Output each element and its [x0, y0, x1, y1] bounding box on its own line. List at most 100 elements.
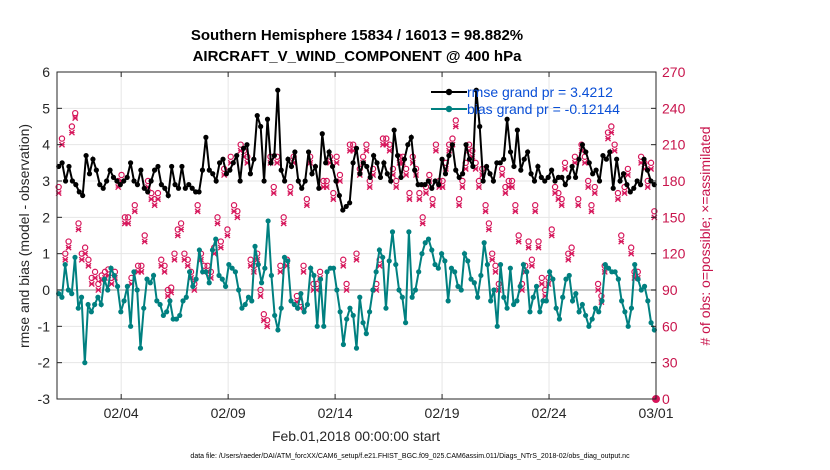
rmse-point	[460, 171, 466, 177]
obs-assimilated-marker	[432, 147, 439, 154]
obs-assimilated-marker	[340, 262, 347, 269]
rmse-point	[620, 171, 627, 177]
rmse-point	[610, 185, 616, 191]
bias-series	[56, 218, 657, 366]
bias-point	[537, 309, 543, 315]
bias-point	[504, 305, 510, 311]
rmse-point	[398, 174, 404, 180]
obs-possible-marker	[91, 268, 99, 276]
rmse-point	[100, 185, 106, 191]
obs-possible-marker	[535, 238, 542, 245]
obs-possible-marker	[568, 244, 575, 251]
obs-possible-marker	[158, 256, 165, 263]
bias-point	[144, 276, 150, 282]
bias-point	[641, 283, 648, 289]
obs-assimilated-marker	[234, 214, 241, 221]
rmse-point	[145, 189, 151, 195]
rmse-point	[114, 178, 120, 184]
y-right-tick-label: 90	[662, 282, 678, 298]
obs-possible-marker	[65, 238, 72, 245]
y-axis-ticks: -3 -2 -1 0 1 2 3 4 5 6	[38, 64, 62, 407]
rmse-point	[121, 178, 127, 184]
bias-point	[340, 341, 347, 348]
bias-point	[78, 294, 85, 300]
bias-point	[533, 283, 540, 289]
bias-point	[108, 265, 114, 271]
obs-assimilated-marker	[532, 208, 539, 215]
obs-assimilated-marker	[538, 280, 545, 288]
bias-point	[258, 280, 265, 286]
obs-possible-marker	[429, 195, 436, 203]
bias-point	[101, 276, 108, 282]
rmse-point	[538, 174, 544, 180]
bias-point	[59, 294, 65, 300]
y-tick-label: 4	[42, 137, 50, 153]
obs-possible-marker	[624, 165, 632, 173]
rmse-point	[381, 160, 387, 166]
obs-assimilated-marker	[151, 202, 158, 209]
rmse-point	[59, 160, 65, 166]
y-axis-right-label: # of obs: o=possible; ×=assimilated	[697, 126, 713, 345]
obs-possible-marker	[124, 214, 132, 221]
bias-point	[520, 261, 527, 268]
bias-point	[511, 301, 517, 308]
obs-possible-marker	[118, 171, 125, 179]
y-tick-label: 5	[42, 100, 50, 116]
obs-possible-marker	[138, 262, 145, 269]
rmse-point	[134, 182, 141, 188]
obs-assimilated-marker	[171, 256, 178, 263]
rmse-point	[155, 163, 161, 170]
y-tick-label: 1	[42, 246, 50, 262]
obs-assimilated-marker	[68, 129, 75, 136]
bias-point	[236, 287, 242, 293]
rmse-point	[562, 182, 568, 188]
rmse-point	[292, 149, 298, 155]
obs-possible-marker	[618, 232, 625, 239]
rmse-point	[518, 167, 524, 173]
obs-possible-marker	[532, 202, 539, 209]
bias-point	[425, 236, 432, 242]
bias-point	[128, 323, 134, 329]
obs-possible-marker	[584, 177, 592, 185]
bias-point	[560, 294, 566, 300]
bias-point	[88, 309, 94, 315]
bias-point	[602, 261, 608, 268]
obs-possible-marker	[58, 135, 66, 142]
bias-point	[92, 301, 98, 308]
rmse-point	[572, 174, 579, 180]
obs-assimilated-marker	[91, 274, 99, 281]
bias-point	[589, 316, 595, 322]
rmse-point	[473, 87, 479, 93]
rmse-point	[394, 152, 401, 159]
bias-point	[118, 309, 124, 315]
rmse-point	[371, 152, 377, 159]
bias-point	[330, 265, 337, 271]
y-right-tick-label: 270	[662, 64, 686, 80]
obs-assimilated-marker	[141, 238, 148, 245]
y-tick-label: 2	[42, 209, 50, 225]
obs-possible-marker	[75, 220, 82, 227]
x-tick-label: 02/24	[532, 405, 567, 421]
obs-assimilated-marker	[482, 208, 489, 215]
obs-possible-marker	[383, 135, 390, 142]
obs-possible-marker	[214, 214, 221, 221]
bias-point	[429, 247, 435, 253]
obs-assimilated-marker	[168, 289, 175, 296]
rmse-point	[549, 167, 555, 173]
bias-point	[566, 272, 572, 279]
bias-point	[317, 276, 324, 282]
obs-possible-marker	[452, 117, 459, 124]
bias-point	[494, 323, 500, 329]
obs-possible-marker	[95, 280, 102, 288]
obs-assimilated-marker	[485, 226, 492, 233]
bias-point	[396, 287, 402, 293]
bias-point	[599, 298, 605, 304]
rmse-point	[425, 178, 431, 184]
rmse-point	[391, 127, 397, 133]
rmse-point	[490, 178, 497, 184]
obs-possible-marker	[548, 226, 555, 233]
obs-assimilated-marker	[343, 286, 350, 294]
obs-assimilated-marker	[611, 147, 618, 154]
rmse-point	[93, 167, 99, 173]
bias-point	[298, 291, 304, 297]
